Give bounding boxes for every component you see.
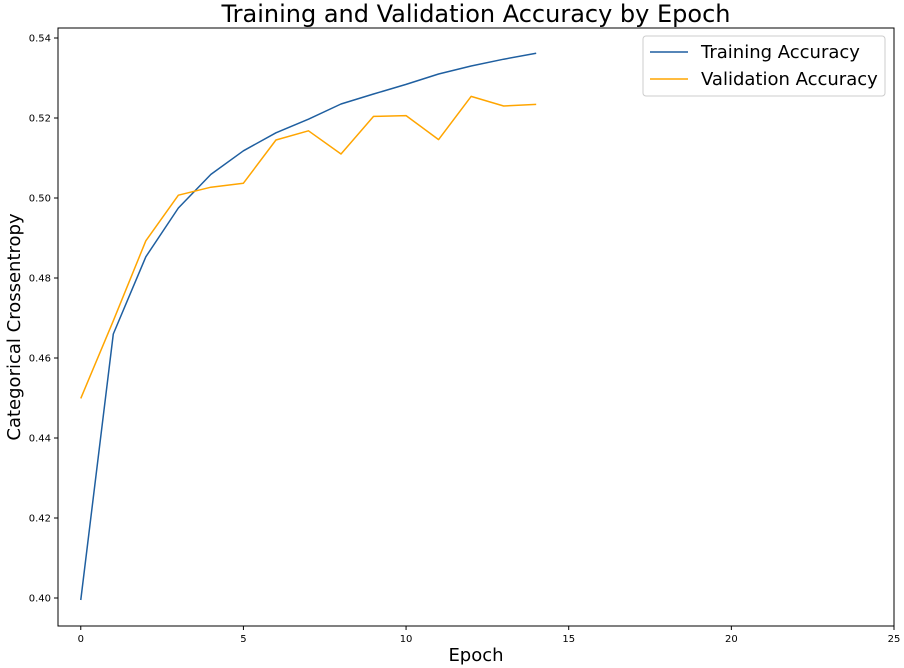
- legend: Training Accuracy Validation Accuracy: [642, 35, 886, 97]
- y-axis: 0.40 0.42 0.44 0.46 0.48 0.50 0.52 0.54: [29, 34, 58, 605]
- x-tick-label: 20: [725, 634, 738, 645]
- chart-title: Training and Validation Accuracy by Epoc…: [220, 0, 730, 28]
- x-tick-label: 0: [78, 634, 84, 645]
- series-line-0: [80, 52, 537, 601]
- y-tick-label: 0.44: [29, 434, 51, 445]
- series-line-1: [80, 95, 537, 399]
- x-tick-label: 15: [562, 634, 575, 645]
- y-tick-label: 0.46: [29, 354, 51, 365]
- y-tick-label: 0.52: [29, 114, 51, 125]
- legend-label-1: Validation Accuracy: [701, 69, 878, 90]
- y-tick-label: 0.42: [29, 514, 51, 525]
- x-tick-label: 10: [400, 634, 413, 645]
- legend-box: [642, 35, 886, 97]
- series-lines: [80, 52, 537, 601]
- x-tick-label: 5: [240, 634, 246, 645]
- y-tick-label: 0.50: [29, 194, 51, 205]
- plot-area: [57, 27, 895, 627]
- y-tick-label: 0.40: [29, 594, 51, 605]
- y-axis-label: Categorical Crossentropy: [4, 213, 25, 441]
- x-axis-label: Epoch: [448, 645, 503, 666]
- y-tick-label: 0.54: [29, 34, 51, 45]
- x-tick-label: 25: [888, 634, 901, 645]
- x-axis: 0 5 10 15 20 25: [78, 626, 901, 645]
- y-tick-label: 0.48: [29, 274, 51, 285]
- legend-label-0: Training Accuracy: [700, 42, 860, 63]
